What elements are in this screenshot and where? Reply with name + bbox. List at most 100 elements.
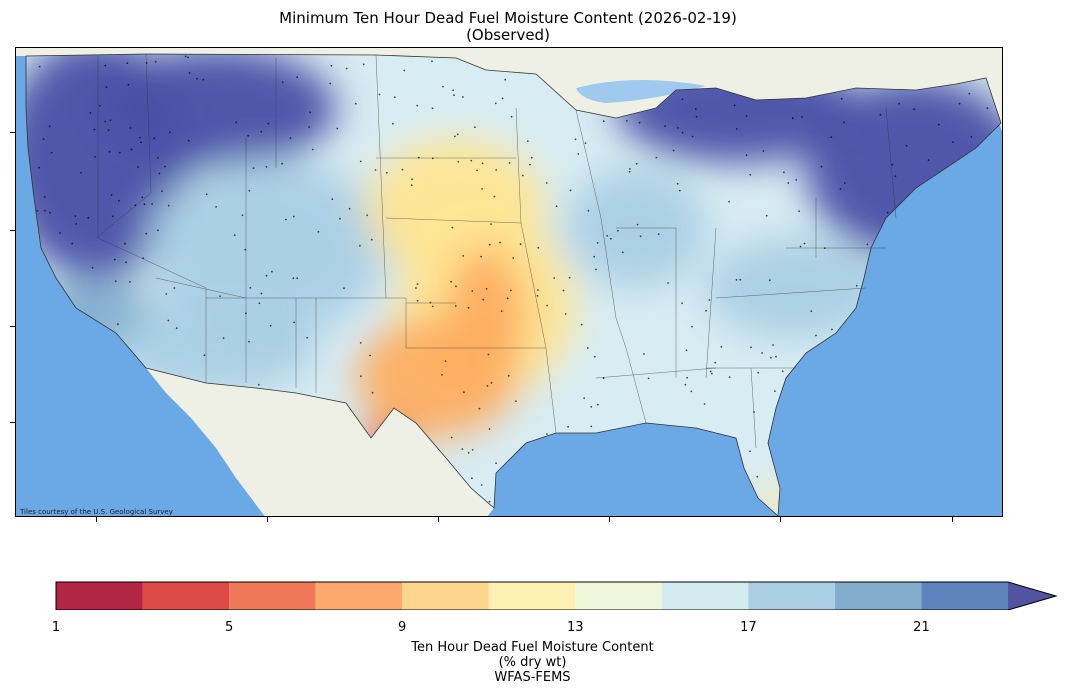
station-marker bbox=[359, 244, 361, 247]
station-marker bbox=[127, 83, 130, 86]
station-marker bbox=[803, 242, 806, 245]
station-marker bbox=[799, 245, 802, 248]
station-marker bbox=[271, 270, 273, 273]
station-marker bbox=[281, 162, 283, 165]
station-marker bbox=[970, 136, 973, 138]
state-border bbox=[750, 367, 757, 449]
station-marker bbox=[927, 159, 930, 161]
station-marker bbox=[457, 160, 460, 163]
station-marker bbox=[769, 356, 772, 359]
state-border bbox=[520, 222, 547, 349]
station-marker bbox=[617, 229, 619, 232]
station-marker bbox=[745, 154, 748, 157]
station-marker bbox=[378, 93, 381, 96]
station-marker bbox=[521, 174, 524, 177]
station-marker bbox=[471, 449, 474, 451]
station-marker bbox=[141, 196, 144, 199]
station-marker bbox=[635, 162, 638, 165]
station-marker bbox=[703, 403, 706, 405]
station-marker bbox=[499, 241, 501, 244]
station-marker bbox=[894, 175, 897, 178]
station-marker bbox=[49, 211, 51, 214]
colorbar-tick-label: 17 bbox=[740, 620, 757, 635]
station-marker bbox=[467, 306, 470, 309]
station-marker bbox=[222, 337, 225, 340]
station-marker bbox=[672, 149, 675, 152]
colorbar-bin bbox=[229, 582, 316, 610]
station-marker bbox=[762, 150, 765, 152]
station-marker bbox=[167, 204, 170, 207]
station-marker bbox=[490, 382, 493, 384]
station-marker bbox=[628, 170, 631, 173]
station-marker bbox=[331, 198, 334, 201]
station-marker bbox=[714, 361, 717, 364]
state-border bbox=[715, 287, 867, 299]
station-marker bbox=[584, 142, 587, 144]
station-marker bbox=[490, 223, 492, 226]
station-marker bbox=[694, 108, 697, 110]
moisture-zone bbox=[116, 303, 316, 393]
station-marker bbox=[705, 309, 707, 312]
station-marker bbox=[143, 203, 146, 206]
station-marker bbox=[787, 182, 790, 184]
station-marker bbox=[444, 360, 447, 362]
station-marker bbox=[151, 203, 154, 205]
station-marker bbox=[580, 323, 583, 326]
state-border bbox=[705, 227, 717, 379]
station-marker bbox=[157, 157, 159, 159]
station-marker bbox=[783, 171, 785, 174]
station-marker bbox=[330, 64, 333, 67]
station-marker bbox=[205, 193, 208, 196]
station-marker bbox=[545, 182, 548, 184]
station-marker bbox=[564, 313, 567, 315]
map-panel[interactable]: Tiles courtesy of the U.S. Geological Su… bbox=[15, 47, 1003, 517]
fuel-moisture-map[interactable]: Tiles courtesy of the U.S. Geological Su… bbox=[16, 48, 1003, 517]
station-marker bbox=[733, 104, 736, 107]
station-marker bbox=[493, 195, 496, 198]
state-border bbox=[625, 347, 647, 424]
colorbar-tick-label: 1 bbox=[51, 620, 61, 635]
station-marker bbox=[487, 353, 490, 356]
colorbar-bin bbox=[921, 582, 1008, 610]
station-marker bbox=[118, 151, 121, 154]
station-marker bbox=[843, 182, 846, 184]
station-marker bbox=[87, 216, 90, 219]
station-marker bbox=[606, 235, 609, 237]
station-marker bbox=[108, 150, 111, 153]
station-marker bbox=[482, 298, 485, 301]
station-marker bbox=[546, 433, 548, 435]
station-marker bbox=[480, 255, 482, 258]
station-marker bbox=[866, 243, 869, 246]
state-boundaries bbox=[95, 53, 897, 449]
x-tick bbox=[609, 517, 610, 522]
station-marker bbox=[431, 60, 433, 63]
station-marker bbox=[431, 157, 434, 160]
mexico-landmass bbox=[146, 368, 494, 516]
station-marker bbox=[772, 344, 774, 346]
station-marker bbox=[568, 276, 571, 279]
station-marker bbox=[686, 376, 688, 379]
station-marker bbox=[455, 285, 457, 288]
colorbar-tick-label: 5 bbox=[224, 620, 234, 635]
station-marker bbox=[393, 96, 396, 99]
station-marker bbox=[855, 284, 858, 287]
station-marker bbox=[508, 162, 511, 164]
station-marker bbox=[450, 280, 452, 283]
station-marker bbox=[293, 321, 295, 324]
moisture-zone bbox=[446, 248, 526, 388]
station-marker bbox=[555, 205, 558, 208]
colorbar-units: (% dry wt) bbox=[498, 655, 567, 670]
station-marker bbox=[757, 371, 760, 374]
station-marker bbox=[801, 116, 803, 118]
station-marker bbox=[467, 452, 470, 454]
us-outline bbox=[25, 53, 1002, 516]
station-marker bbox=[481, 162, 484, 165]
station-marker bbox=[248, 189, 251, 192]
station-marker bbox=[749, 450, 751, 453]
station-marker bbox=[691, 325, 693, 328]
station-marker bbox=[768, 279, 771, 282]
station-marker bbox=[38, 166, 40, 169]
station-marker bbox=[260, 292, 263, 295]
station-marker bbox=[165, 293, 168, 295]
station-marker bbox=[676, 127, 679, 129]
